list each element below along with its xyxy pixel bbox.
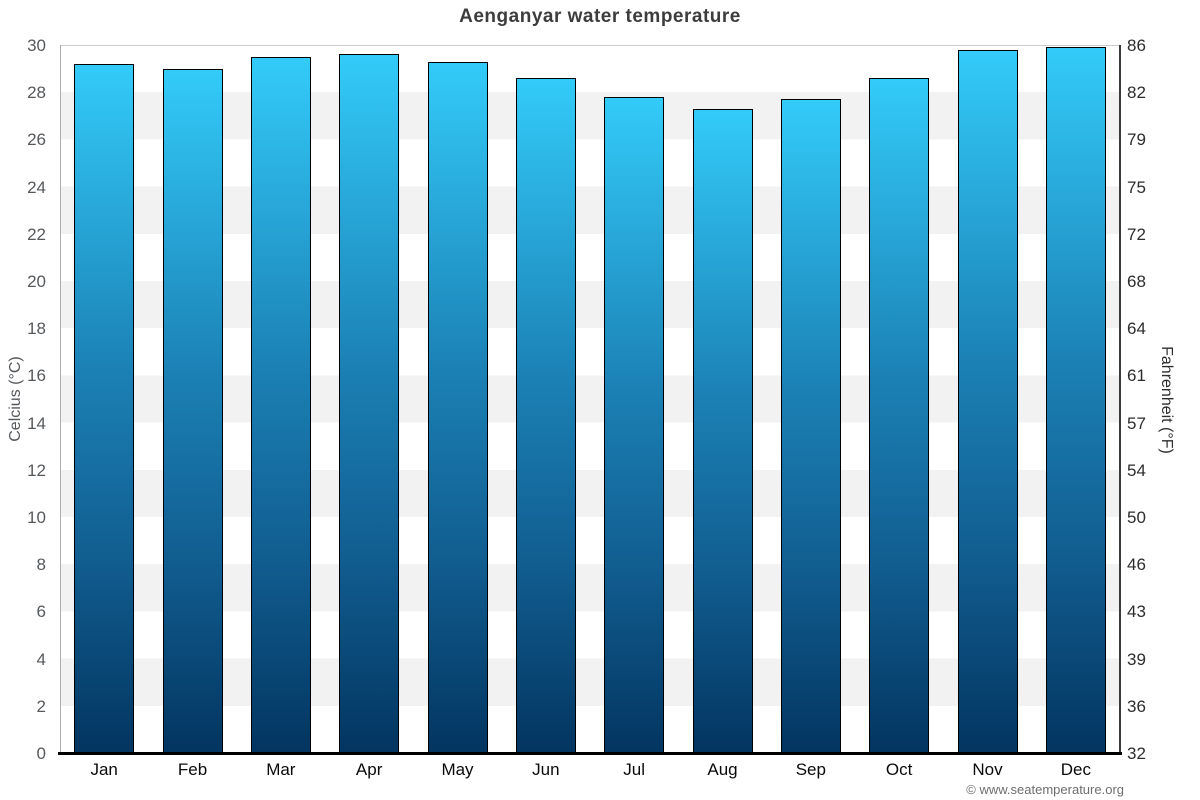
- axis-line-right: [1119, 45, 1121, 753]
- bar-mar: [250, 56, 311, 753]
- y-axis-title-celsius: Celcius (°C): [7, 356, 24, 442]
- y-tick-celsius-20: 20: [27, 272, 46, 291]
- y-tick-fahrenheit-72: 72: [1127, 224, 1146, 244]
- bar-sep: [780, 99, 841, 753]
- y-tick-fahrenheit-32: 32: [1127, 744, 1146, 763]
- y-axis-title-fahrenheit: Fahrenheit (°F): [1158, 346, 1175, 454]
- x-tick-label-jan: Jan: [90, 760, 118, 779]
- chart-title: Aenganyar water temperature: [459, 6, 741, 27]
- y-tick-celsius-10: 10: [27, 508, 46, 527]
- y-tick-fahrenheit-57: 57: [1127, 413, 1146, 433]
- bar-jan: [74, 63, 135, 753]
- x-tick-label-nov: Nov: [972, 760, 1003, 779]
- bar-aug: [692, 108, 753, 753]
- y-tick-celsius-26: 26: [27, 130, 46, 150]
- y-tick-fahrenheit-36: 36: [1127, 696, 1146, 716]
- bar-oct: [869, 78, 930, 753]
- y-tick-celsius-4: 4: [36, 649, 46, 669]
- y-tick-fahrenheit-39: 39: [1127, 649, 1146, 669]
- bar-jun: [515, 78, 576, 753]
- plot-area: [60, 45, 1120, 753]
- y-tick-fahrenheit-75: 75: [1127, 177, 1146, 197]
- y-tick-fahrenheit-82: 82: [1127, 83, 1146, 103]
- y-tick-celsius-16: 16: [27, 366, 46, 386]
- y-tick-fahrenheit-79: 79: [1127, 130, 1146, 150]
- axis-line-left: [60, 45, 61, 753]
- y-tick-fahrenheit-46: 46: [1127, 555, 1146, 575]
- y-tick-fahrenheit-64: 64: [1127, 319, 1146, 339]
- x-tick-label-apr: Apr: [355, 760, 383, 779]
- y-axis-ticks-celsius: 30 28 26 24 22 20 18 16 14 12 10 8 6 4 2 0: [0, 36, 52, 763]
- y-tick-celsius-24: 24: [27, 177, 46, 197]
- y-tick-celsius-2: 2: [36, 696, 46, 716]
- y-tick-celsius-0: 0: [36, 744, 46, 763]
- copyright-text: © www.seatemperature.org: [966, 782, 1124, 797]
- x-tick-label-mar: Mar: [266, 760, 296, 779]
- x-tick-label-jul: Jul: [623, 760, 646, 779]
- y-tick-fahrenheit-50: 50: [1127, 508, 1146, 527]
- bar-jul: [604, 96, 665, 753]
- bar-dec: [1045, 47, 1106, 753]
- bar-may: [427, 61, 488, 753]
- y-tick-celsius-30: 30: [27, 36, 46, 55]
- x-tick-label-aug: Aug: [707, 760, 738, 779]
- y-tick-fahrenheit-43: 43: [1127, 602, 1146, 622]
- y-axis-ticks-fahrenheit: 86 82 79 75 72 68 64 61 57 54 50 46 43 39 36 32: [1127, 36, 1187, 763]
- x-tick-label-jun: Jun: [532, 760, 560, 779]
- x-tick-label-dec: Dec: [1060, 760, 1091, 779]
- bar-apr: [339, 54, 400, 753]
- y-tick-celsius-8: 8: [36, 555, 46, 575]
- bar-feb: [162, 68, 223, 753]
- x-tick-label-feb: Feb: [177, 760, 208, 779]
- bar-nov: [957, 49, 1018, 753]
- y-tick-fahrenheit-68: 68: [1127, 272, 1146, 291]
- x-tick-label-sep: Sep: [795, 760, 826, 779]
- y-tick-celsius-28: 28: [27, 83, 46, 103]
- y-tick-fahrenheit-61: 61: [1127, 366, 1146, 386]
- y-tick-celsius-22: 22: [27, 224, 46, 244]
- y-tick-celsius-18: 18: [27, 319, 46, 339]
- y-tick-celsius-6: 6: [36, 602, 46, 622]
- axis-line-top: [60, 45, 1121, 46]
- x-tick-label-oct: Oct: [885, 760, 913, 779]
- y-tick-celsius-12: 12: [27, 460, 46, 480]
- x-axis-ticks-months: Jan Feb Mar Apr May Jun Jul Aug Sep Oct Nov Dec: [60, 760, 1120, 784]
- axis-line-baseline: [58, 752, 1122, 755]
- y-tick-fahrenheit-86: 86: [1127, 36, 1146, 55]
- y-tick-fahrenheit-54: 54: [1127, 460, 1146, 480]
- x-tick-label-may: May: [441, 760, 474, 779]
- y-tick-celsius-14: 14: [27, 413, 46, 433]
